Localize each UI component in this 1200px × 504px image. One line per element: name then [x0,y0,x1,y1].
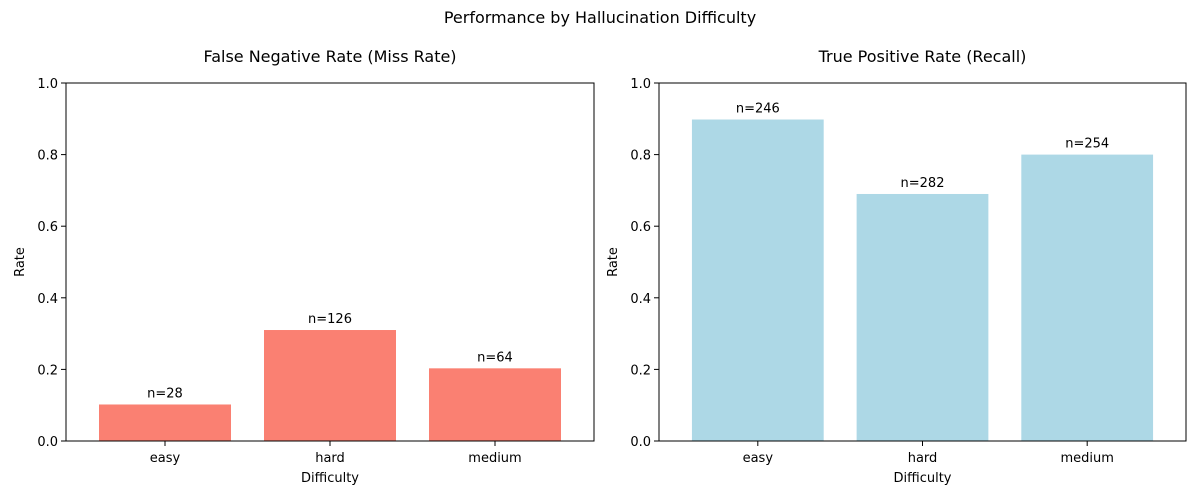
x-tick-label: easy [150,451,181,466]
bar-label: n=282 [901,176,945,191]
y-tick-label: 0.2 [37,363,58,378]
bar-label: n=28 [147,386,183,401]
y-tick-label: 0.0 [630,435,651,450]
axes-frame [658,82,1187,442]
y-tick-label: 1.0 [37,77,58,92]
bar-easy [99,404,231,441]
y-axis-label: Rate [13,247,28,277]
y-tick-label: 0.6 [37,220,58,235]
y-tick-label: 0.4 [630,292,651,307]
y-tick-label: 0.2 [630,363,651,378]
bar-label: n=246 [736,102,780,117]
bar-medium [1021,154,1154,441]
y-tick-label: 0.0 [37,435,58,450]
chart-panel-1: n=28 easy n=126 hard n=64 medium 0.0 0.2 0.4 0.6 0… [13,47,595,486]
y-tick-label: 0.8 [630,149,651,164]
bar-hard [856,193,989,441]
x-axis-label: Difficulty [301,471,359,486]
bar-hard [264,330,396,441]
x-tick-label: easy [743,451,774,466]
x-axis-label: Difficulty [894,471,952,486]
axes-frame [65,82,595,442]
chart-title: True Positive Rate (Recall) [818,47,1027,66]
bar-easy [691,119,824,442]
y-axis-label: Rate [606,247,621,277]
y-tick-label: 0.4 [37,292,58,307]
bar-label: n=64 [477,350,513,365]
bar-medium [429,368,561,441]
y-tick-label: 1.0 [630,77,651,92]
x-tick-label: hard [908,451,938,466]
bar-label: n=126 [308,312,352,327]
y-tick-label: 0.8 [37,149,58,164]
x-tick-label: medium [1060,451,1113,466]
chart-panel-2: n=246 easy n=282 hard n=254 medium 0.0 0.2 0.4 0.… [606,47,1187,486]
bar-label: n=254 [1065,137,1109,152]
y-tick-label: 0.6 [630,220,651,235]
x-tick-label: medium [468,451,521,466]
chart-title: False Negative Rate (Miss Rate) [203,47,456,66]
x-tick-label: hard [315,451,345,466]
figure-suptitle: Performance by Hallucination Difficulty [444,8,756,27]
